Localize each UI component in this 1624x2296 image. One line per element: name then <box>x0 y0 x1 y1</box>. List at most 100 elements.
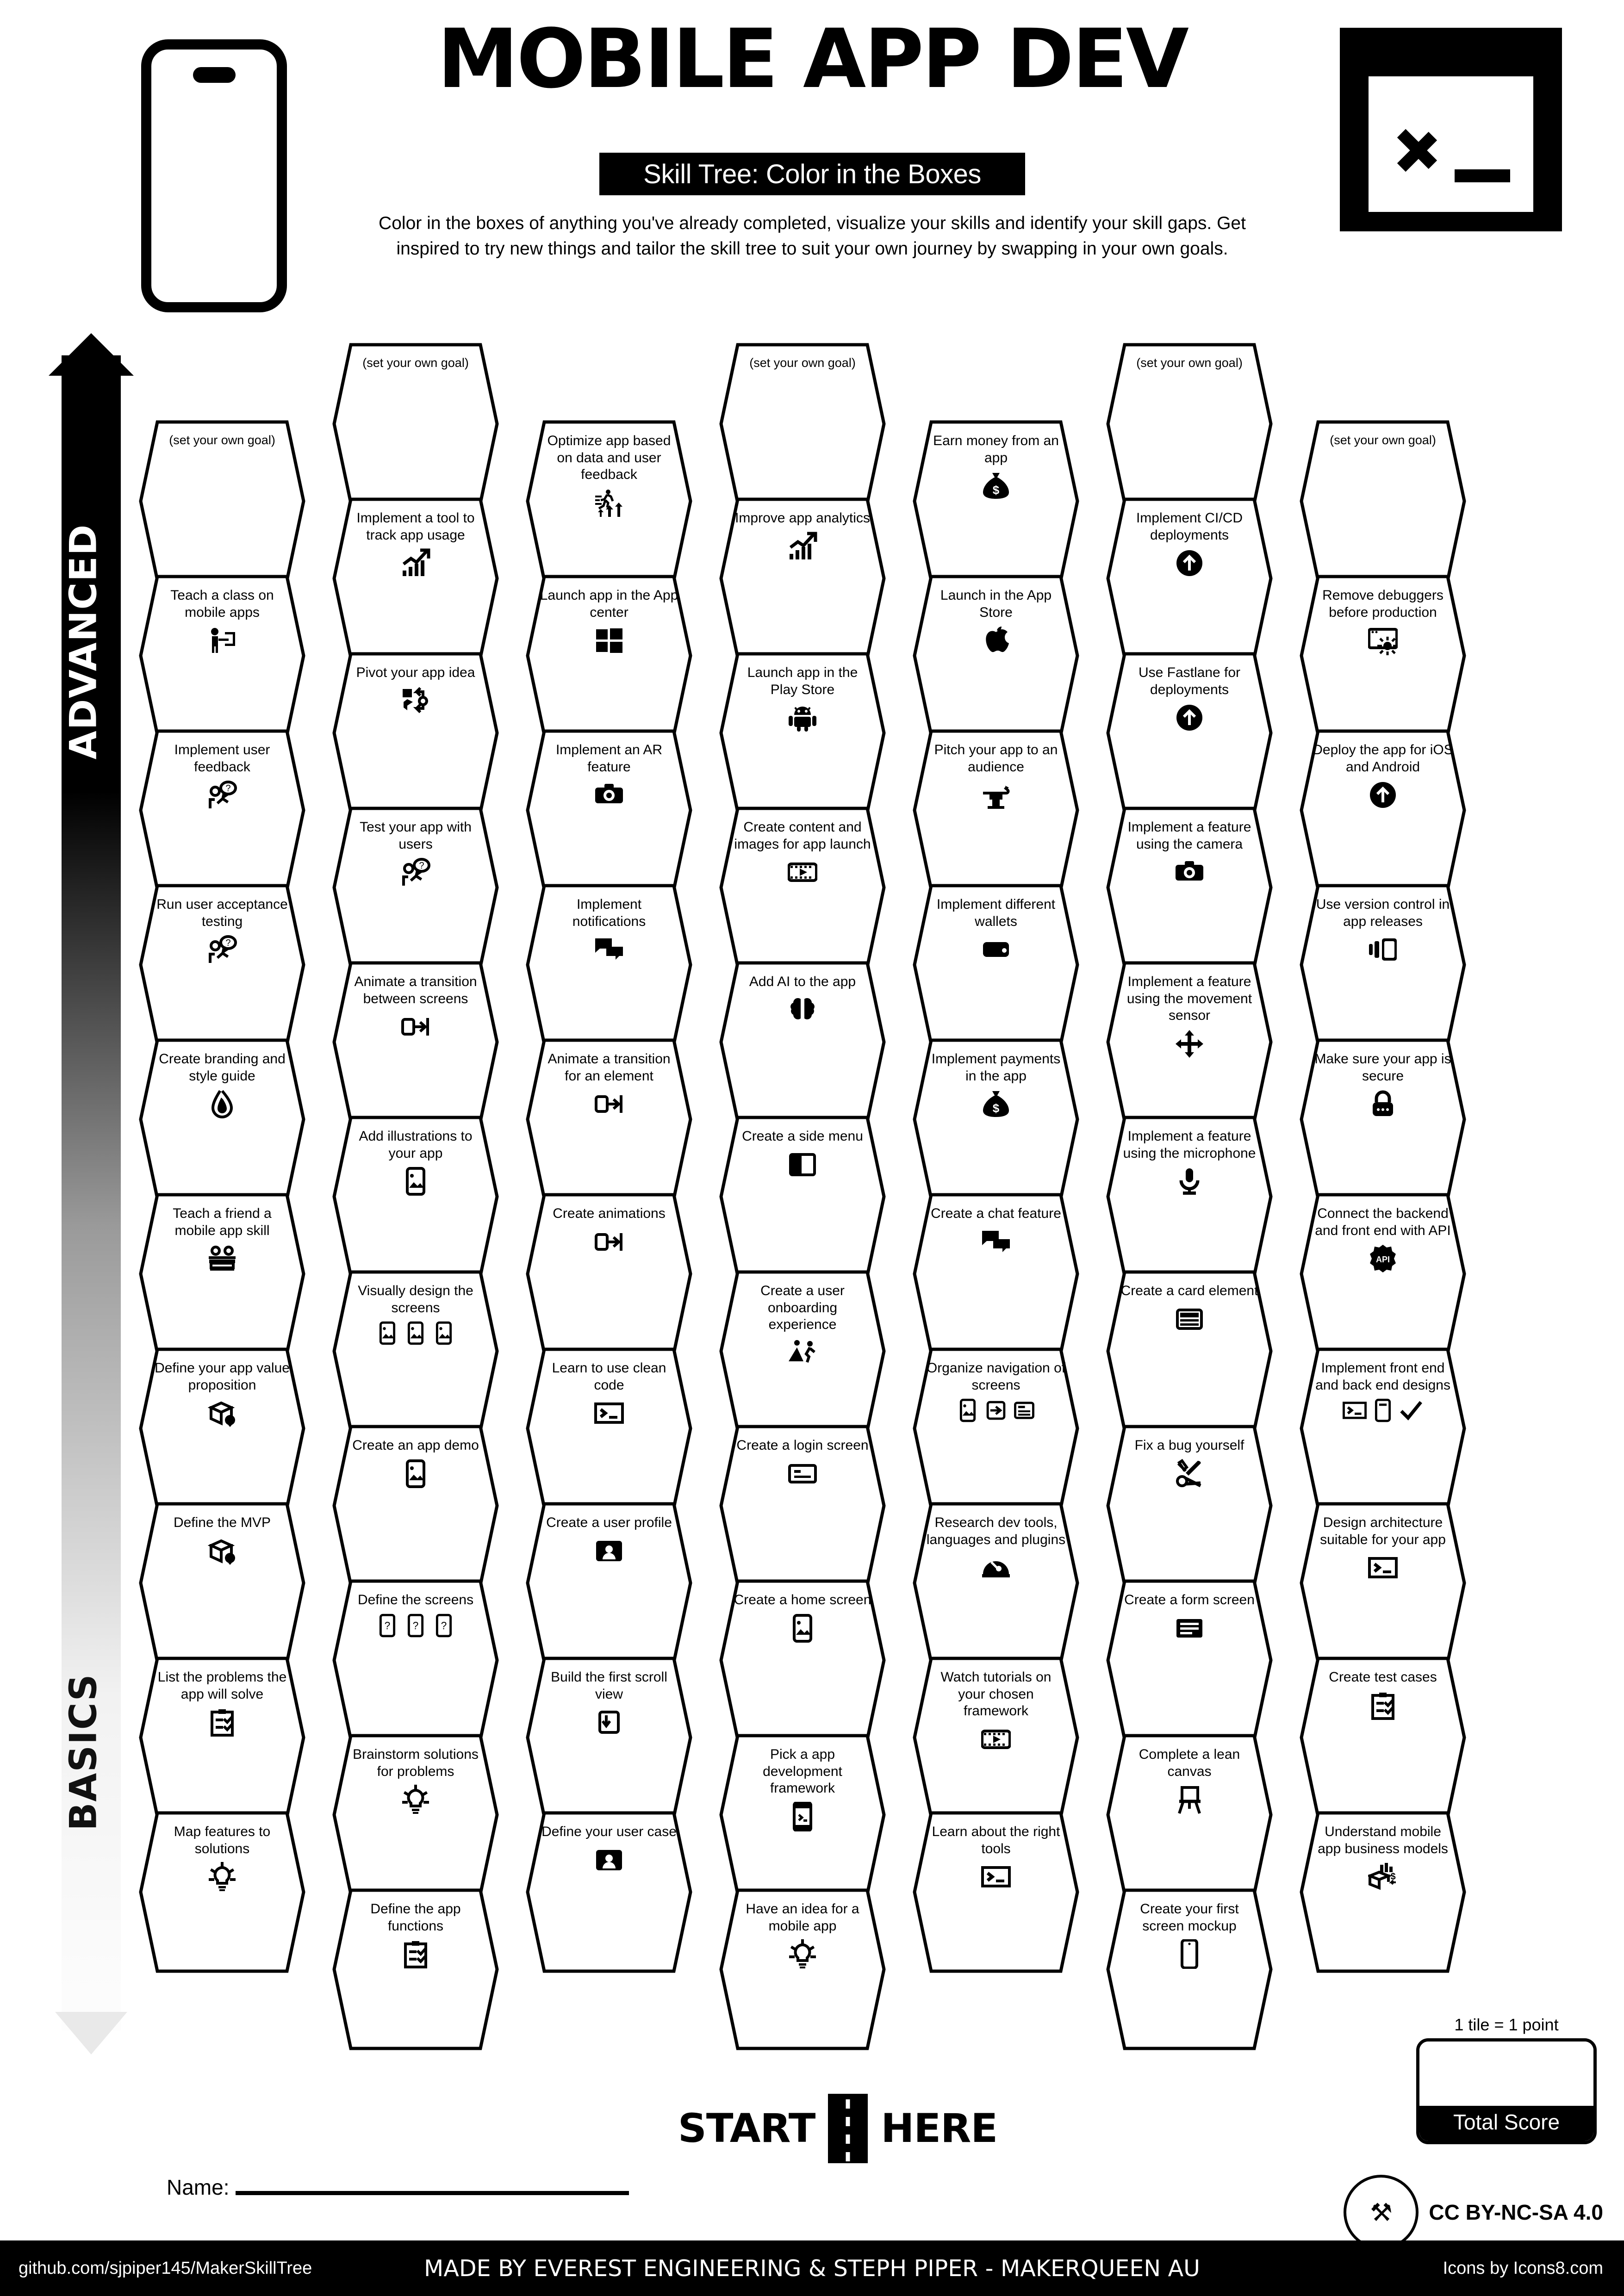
skill-tile[interactable]: Connect the backend and front end with A… <box>1300 1192 1466 1355</box>
skill-tile[interactable]: Implement a feature using the microphone <box>1106 1115 1273 1278</box>
skill-tile-label: Create test cases <box>1329 1669 1437 1685</box>
skill-tile[interactable]: Define your user case <box>526 1811 692 1973</box>
skill-tile[interactable]: Animate a transition between screens <box>332 961 499 1123</box>
skill-tile[interactable]: Create a chat feature <box>913 1192 1079 1355</box>
skill-tile[interactable]: Define the screens??? <box>332 1579 499 1742</box>
skill-tile[interactable]: Create a login screen <box>719 1424 886 1587</box>
skill-tile[interactable]: Run user acceptance testing? <box>139 883 305 1046</box>
skill-tile[interactable]: Deploy the app for iOS and Android <box>1300 729 1466 892</box>
skill-tile[interactable]: Teach a class on mobile apps <box>139 574 305 737</box>
skill-tile[interactable]: Implement a feature using the camera <box>1106 806 1273 969</box>
skill-tile[interactable]: Implement an AR feature <box>526 729 692 892</box>
skill-tile[interactable]: Implement payments in the app $ <box>913 1038 1079 1201</box>
skill-tile[interactable]: Implement CI/CD deployments <box>1106 497 1273 660</box>
skill-tile[interactable]: Research dev tools, languages and plugin… <box>913 1502 1079 1664</box>
skill-tile[interactable]: Create a side menu <box>719 1115 886 1278</box>
skill-tile-label: Optimize app based on data and user feed… <box>547 433 671 483</box>
skill-tile[interactable]: Fix a bug yourself <box>1106 1424 1273 1587</box>
skill-tile-label: Create a form screen <box>1124 1592 1255 1607</box>
skill-tile[interactable]: Create your first screen mockup <box>1106 1888 1273 2051</box>
skill-tile-label: Have an idea for a mobile app <box>746 1901 859 1934</box>
skill-tile[interactable]: Create a home screen <box>719 1579 886 1742</box>
skill-tile[interactable]: Teach a friend a mobile app skill <box>139 1192 305 1355</box>
card-icon <box>1175 1304 1204 1334</box>
tools-icon <box>1175 1458 1204 1489</box>
name-field-row[interactable]: Name: <box>167 2175 629 2200</box>
skill-tile[interactable]: Implement notifications <box>526 883 692 1046</box>
skill-tile[interactable]: Earn money from an app $ <box>913 420 1079 583</box>
skill-tile[interactable]: Design architecture suitable for your ap… <box>1300 1502 1466 1664</box>
skill-tile[interactable]: Create content and images for app launch <box>719 806 886 969</box>
skill-tile[interactable]: Watch tutorials on your chosen framework <box>913 1656 1079 1819</box>
skill-tile[interactable]: Make sure your app is secure <box>1300 1038 1466 1201</box>
skill-tile[interactable]: Complete a lean canvas <box>1106 1733 1273 1896</box>
skill-tile[interactable]: Define your app value proposition <box>139 1347 305 1510</box>
skill-tile-label: Implement payments in the app <box>931 1051 1061 1084</box>
skill-tile[interactable]: Learn to use clean code <box>526 1347 692 1510</box>
skill-tile[interactable]: Visually design the screens <box>332 1270 499 1433</box>
skill-tile[interactable]: Implement different wallets <box>913 883 1079 1046</box>
skill-tile[interactable]: Create a user onboarding experience <box>719 1270 886 1433</box>
skill-tile[interactable]: Test your app with users? <box>332 806 499 969</box>
skill-tile[interactable]: Implement front end and back end designs <box>1300 1347 1466 1510</box>
skill-tile[interactable]: Create an app demo <box>332 1424 499 1587</box>
hex-outline <box>332 1888 499 2050</box>
skill-tile[interactable]: Map features to solutions <box>139 1811 305 1973</box>
skill-tile-label: Implement a feature using the movement s… <box>1126 974 1252 1024</box>
skill-tile[interactable]: Learn about the right tools <box>913 1811 1079 1973</box>
skill-tile[interactable]: Pivot your app idea <box>332 652 499 814</box>
terminal-screen <box>1369 76 1533 212</box>
skill-tile[interactable]: (set your own goal) <box>332 342 499 505</box>
skill-tile[interactable]: Create a card element <box>1106 1270 1273 1433</box>
skill-tile[interactable]: List the problems the app will solve <box>139 1656 305 1819</box>
skill-tile[interactable]: (set your own goal) <box>1106 342 1273 505</box>
skill-tile[interactable]: Launch in the App Store <box>913 574 1079 737</box>
total-score-box[interactable]: Total Score <box>1416 2038 1597 2144</box>
skill-tile[interactable]: (set your own goal) <box>719 342 886 505</box>
skill-tile[interactable]: Pitch your app to an audience <box>913 729 1079 892</box>
skill-tile[interactable]: Define the app functions <box>332 1888 499 2051</box>
skill-tile[interactable]: Improve app analytics <box>719 497 886 660</box>
skill-tile[interactable]: Implement user feedback? <box>139 729 305 892</box>
skill-tile[interactable]: (set your own goal) <box>1300 420 1466 583</box>
skill-tile[interactable]: Define the MVP <box>139 1502 305 1664</box>
skill-tile[interactable]: Pick a app development framework <box>719 1733 886 1896</box>
name-input-line[interactable] <box>236 2186 629 2195</box>
score-input-area[interactable] <box>1419 2042 1593 2106</box>
maker-badge-icon: ⚒ <box>1344 2175 1419 2250</box>
footer-bar: github.com/sjpiper145/MakerSkillTree MAD… <box>0 2240 1624 2296</box>
skill-tile[interactable]: Brainstorm solutions for problems <box>332 1733 499 1896</box>
skill-tile[interactable]: Optimize app based on data and user feed… <box>526 420 692 583</box>
skill-tile[interactable]: Create test cases <box>1300 1656 1466 1819</box>
skill-tile[interactable]: Create branding and style guide <box>139 1038 305 1201</box>
skill-tile[interactable]: Implement a tool to track app usage <box>332 497 499 660</box>
skill-tile[interactable]: Animate a transition for an element <box>526 1038 692 1201</box>
skill-tile[interactable]: Add illustrations to your app <box>332 1115 499 1278</box>
svg-text:?: ? <box>419 861 424 871</box>
skill-tile[interactable]: Create animations <box>526 1192 692 1355</box>
runner-arrows-icon <box>594 488 624 518</box>
camera-icon <box>1175 857 1204 887</box>
skill-tile[interactable]: Use Fastlane for deployments <box>1106 652 1273 814</box>
skill-tile[interactable]: (set your own goal) <box>139 420 305 583</box>
lock-icon <box>1368 1089 1398 1119</box>
feedback-icon: ? <box>401 857 430 887</box>
skill-tile[interactable]: Build the first scroll view <box>526 1656 692 1819</box>
phone-notch <box>193 67 236 83</box>
skill-tile[interactable]: Create a form screen <box>1106 1579 1273 1742</box>
skill-tile[interactable]: Remove debuggers before production <box>1300 574 1466 737</box>
skill-tile[interactable]: Implement a feature using the movement s… <box>1106 961 1273 1123</box>
skill-tile-label: Visually design the screens <box>358 1283 473 1316</box>
skill-tile[interactable]: Have an idea for a mobile app <box>719 1888 886 2051</box>
github-link[interactable]: github.com/sjpiper145/MakerSkillTree <box>19 2258 312 2278</box>
start-here-marker: START HERE <box>662 2094 1014 2163</box>
skill-tile[interactable]: Organize navigation of screens <box>913 1347 1079 1510</box>
versions-icon <box>1368 935 1398 964</box>
skill-tile[interactable]: Add AI to the app <box>719 961 886 1123</box>
skill-tile[interactable]: Launch app in the App center <box>526 574 692 737</box>
skill-tile[interactable]: Use version control in app releases <box>1300 883 1466 1046</box>
skill-tile[interactable]: Understand mobile app business models $ <box>1300 1811 1466 1973</box>
skill-tile[interactable]: Create a user profile <box>526 1502 692 1664</box>
skill-tile[interactable]: Launch app in the Play Store <box>719 652 886 814</box>
